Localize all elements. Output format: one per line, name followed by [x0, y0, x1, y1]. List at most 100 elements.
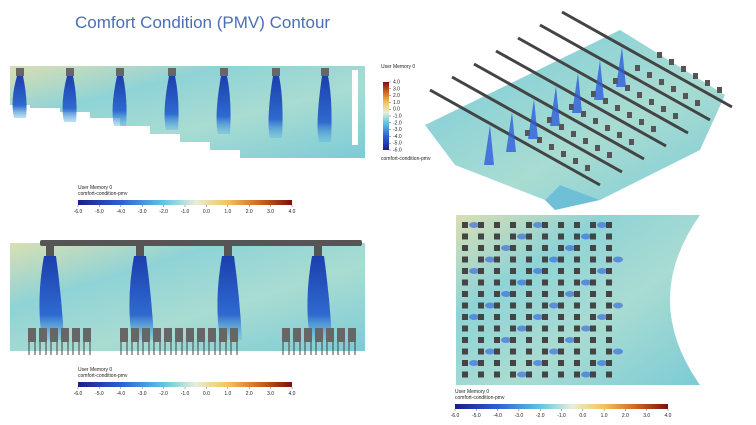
seat — [494, 222, 500, 228]
duct — [429, 88, 601, 187]
tick-label: -6.0 — [393, 148, 402, 154]
seat — [542, 291, 548, 297]
seat — [549, 144, 554, 150]
seat — [510, 337, 516, 343]
seat — [558, 291, 564, 297]
seat — [603, 98, 608, 104]
seat — [659, 79, 664, 85]
cold-spot — [501, 337, 511, 343]
plume — [506, 112, 516, 152]
tick-label: -2.0 — [159, 391, 168, 397]
seat — [590, 222, 596, 228]
tick-label: 2.0 — [393, 93, 400, 99]
cold-spot — [533, 268, 543, 274]
seat — [606, 268, 612, 274]
seat — [669, 59, 674, 65]
seat — [478, 314, 484, 320]
seat — [494, 348, 500, 355]
seat — [574, 371, 580, 378]
cold-spot — [581, 325, 591, 332]
seat — [510, 348, 516, 355]
seat — [629, 139, 634, 145]
seat — [558, 256, 564, 263]
seat — [651, 126, 656, 132]
cold-spot — [517, 325, 527, 332]
tick-label: -5.0 — [472, 413, 481, 419]
colorbar-variable: comfort-condition-pmv — [78, 191, 128, 197]
diffuser — [136, 246, 144, 256]
seat — [558, 302, 564, 309]
seat — [671, 86, 676, 92]
tick-label: 1.0 — [224, 391, 231, 397]
seat — [574, 256, 580, 263]
seat — [542, 222, 548, 228]
seat — [510, 233, 516, 240]
tick-label: -1.0 — [393, 114, 402, 120]
seat — [590, 268, 596, 274]
seat — [494, 325, 500, 332]
seat — [590, 291, 596, 297]
seat — [606, 371, 612, 378]
seat — [494, 256, 500, 263]
colorbar — [455, 404, 668, 409]
tick-label: -4.0 — [116, 209, 125, 215]
tick-label: 2.0 — [246, 209, 253, 215]
seat — [558, 314, 564, 320]
plume — [616, 47, 626, 87]
seat — [510, 314, 516, 320]
seat — [606, 222, 612, 228]
seat — [494, 302, 500, 309]
seat — [153, 328, 161, 342]
cold-spot — [581, 279, 591, 286]
seat — [693, 73, 698, 79]
seat — [558, 268, 564, 274]
seat — [510, 222, 516, 228]
cold-spot — [469, 360, 479, 366]
seat — [683, 93, 688, 99]
duct — [517, 36, 689, 135]
colorbar-title: User Memory 0 — [381, 64, 415, 70]
seat — [462, 268, 468, 274]
seat — [657, 52, 662, 58]
seat — [590, 302, 596, 309]
seat — [574, 233, 580, 240]
tick-label: 4.0 — [393, 80, 400, 86]
cold-spot — [485, 348, 495, 355]
cold-spot — [533, 314, 543, 320]
diffuser — [224, 246, 232, 256]
seat — [282, 328, 290, 342]
seat — [494, 245, 500, 251]
seat — [574, 314, 580, 320]
seat — [573, 158, 578, 164]
seat — [542, 337, 548, 343]
tick-label: -6.0 — [74, 209, 83, 215]
tick-label: -2.0 — [536, 413, 545, 419]
seat — [462, 360, 468, 366]
tick-label: 0.0 — [579, 413, 586, 419]
seat — [542, 245, 548, 251]
tick-label: -1.0 — [557, 413, 566, 419]
seat — [462, 291, 468, 297]
seat — [569, 104, 574, 110]
seat — [558, 371, 564, 378]
tick-label: -3.0 — [515, 413, 524, 419]
seat — [510, 325, 516, 332]
seat — [478, 348, 484, 355]
seat — [558, 360, 564, 366]
colorbar-variable: comfort-condition-pmv — [78, 373, 128, 379]
cold-spot — [565, 245, 575, 251]
seat — [510, 256, 516, 263]
seat — [315, 328, 323, 342]
seat — [583, 138, 588, 144]
tick-label: -3.0 — [393, 127, 402, 133]
seat — [494, 279, 500, 286]
seat — [542, 302, 548, 309]
seat — [606, 337, 612, 343]
seat — [462, 233, 468, 240]
cold-spot — [501, 245, 511, 251]
plumes — [12, 68, 332, 142]
seat — [462, 222, 468, 228]
seat — [478, 337, 484, 343]
plume — [307, 256, 332, 340]
seat — [462, 279, 468, 286]
